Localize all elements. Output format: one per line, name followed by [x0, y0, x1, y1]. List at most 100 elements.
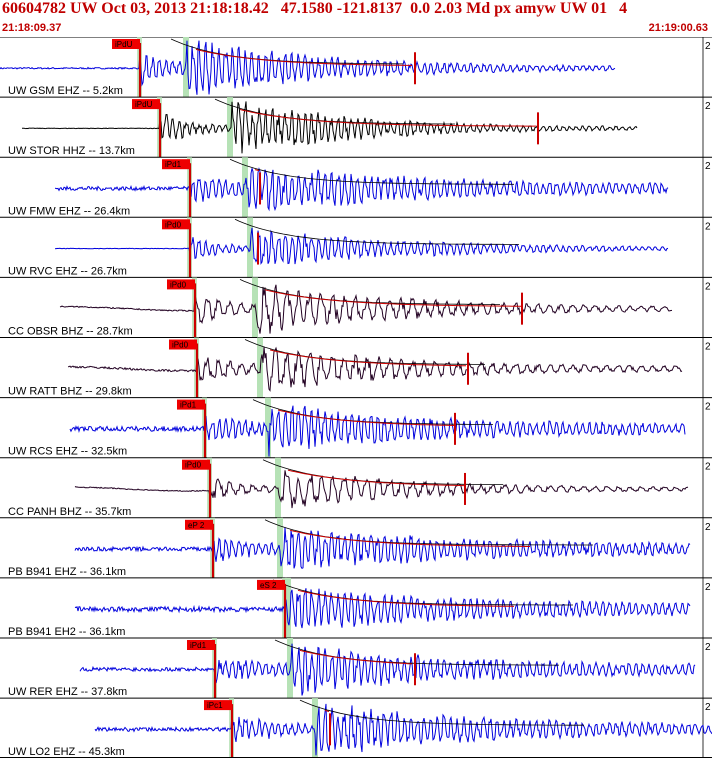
- station-label: CC PANH BHZ -- 35.7km: [8, 506, 131, 518]
- scale-mark: 2: [705, 642, 711, 653]
- station-label: UW GSM EHZ -- 5.2km: [8, 85, 123, 97]
- waveform-trace: [74, 588, 691, 629]
- pick-label: iPdU: [115, 40, 133, 49]
- amplitude-envelope: [262, 459, 503, 485]
- pick-label-box[interactable]: [187, 640, 215, 650]
- pick-label-box[interactable]: [162, 219, 190, 230]
- trace-panel: 2 iPd0 CC OBSR BHZ -- 28.7km: [0, 276, 712, 338]
- scale-mark: 2: [705, 41, 711, 52]
- trace-panel: 2 iPd0 UW RATT BHZ -- 29.8km: [0, 337, 712, 398]
- waveform-trace: [21, 101, 638, 154]
- waveform-trace: [0, 40, 616, 95]
- scale-mark: 2: [705, 702, 711, 713]
- waveform-trace: [54, 227, 669, 265]
- s-wave-band: [242, 157, 248, 218]
- s-wave-band: [312, 698, 318, 758]
- pick-label: eS 2: [260, 581, 277, 590]
- amplitude-envelope: [239, 279, 500, 305]
- coda-fit-curve: [254, 169, 260, 172]
- pick-label: eP 2: [188, 521, 205, 530]
- event-title: 60604782 UW Oct 03, 2013 21:18:18.42 47.…: [2, 0, 628, 17]
- amplitude-envelope: [229, 158, 514, 185]
- station-label: UW RER EHZ -- 37.8km: [8, 686, 127, 698]
- pick-label-box[interactable]: [112, 39, 140, 49]
- trace-panel: 2 iPd0 CC PANH BHZ -- 35.7km: [0, 457, 712, 518]
- station-label: UW RATT BHZ -- 29.8km: [8, 386, 132, 398]
- trace-panel: 2 iPd0 UW RVC EHZ -- 26.7km: [0, 216, 712, 278]
- scale-mark: 2: [705, 582, 711, 593]
- waveform-trace: [74, 470, 689, 509]
- time-end-label: 21:19:00.63: [648, 22, 708, 34]
- pick-label: iPd1: [190, 641, 207, 650]
- station-label: UW RCS EHZ -- 32.5km: [8, 446, 127, 458]
- pick-label-box[interactable]: [185, 519, 213, 530]
- s-wave-band: [285, 577, 291, 638]
- scale-mark: 2: [705, 522, 711, 533]
- pick-label: iPd0: [185, 461, 202, 470]
- seismogram-panels: 2 iPdU UW GSM EHZ -- 5.2km 2 iPdU UW STOR HHZ…: [0, 37, 712, 758]
- amplitude-envelope: [299, 699, 584, 726]
- pick-label-box[interactable]: [182, 459, 210, 470]
- station-label: UW FMW EHZ -- 26.4km: [8, 205, 130, 217]
- coda-fit-curve: [195, 48, 413, 66]
- coda-fit-curve: [239, 109, 536, 127]
- coda-fit-curve: [277, 409, 455, 426]
- amplitude-envelope: [234, 218, 519, 245]
- s-wave-band: [183, 37, 189, 98]
- pick-label: iPd0: [172, 341, 189, 350]
- trace-panel: 2 iPc1 UW LO2 EHZ -- 45.3km: [0, 697, 712, 758]
- pick-label: iPdU: [135, 100, 153, 109]
- coda-fit-curve: [297, 589, 515, 607]
- station-label: UW RVC EHZ -- 26.7km: [8, 265, 127, 277]
- station-label: CC OBSR BHZ -- 28.7km: [8, 326, 133, 338]
- coda-fit-curve: [299, 649, 413, 665]
- pick-label: iPd1: [180, 401, 197, 410]
- waveform-trace: [67, 346, 683, 392]
- amplitude-envelope: [244, 339, 485, 365]
- waveform-trace: [74, 527, 691, 569]
- pick-label: iPc1: [207, 701, 223, 710]
- pick-label-box[interactable]: [169, 339, 197, 350]
- s-wave-band: [277, 517, 283, 578]
- waveform-trace: [94, 703, 712, 756]
- trace-panel: 2 eS 2 PB B941 EH2 -- 36.1km: [0, 577, 712, 638]
- trace-panel: 2 iPd1 UW RCS EHZ -- 32.5km: [0, 397, 712, 458]
- station-label: PB B941 EHZ -- 36.1km: [8, 566, 126, 578]
- coda-fit-curve: [264, 289, 521, 307]
- pick-label: iPd1: [165, 160, 182, 169]
- coda-fit-curve: [289, 529, 530, 547]
- station-label: PB B941 EH2 -- 36.1km: [8, 626, 125, 638]
- pick-label: iPd0: [170, 280, 187, 289]
- time-start-label: 21:18:09.37: [2, 22, 62, 34]
- scale-mark: 2: [705, 281, 711, 292]
- station-label: UW STOR HHZ -- 13.7km: [8, 145, 135, 157]
- pick-label-box[interactable]: [162, 159, 190, 170]
- amplitude-envelope: [214, 98, 455, 125]
- pick-label-box[interactable]: [177, 399, 205, 410]
- coda-fit-curve: [269, 349, 466, 367]
- coda-fit-curve: [287, 469, 465, 487]
- waveform-trace: [79, 643, 696, 696]
- trace-panel: 2 iPd1 UW RER EHZ -- 37.8km: [0, 637, 712, 699]
- station-label: UW LO2 EHZ -- 45.3km: [8, 746, 125, 758]
- scale-mark: 2: [705, 462, 711, 473]
- plot-header: 60604782 UW Oct 03, 2013 21:18:18.42 47.…: [0, 0, 712, 37]
- coda-fit-curve: [324, 710, 330, 712]
- scale-mark: 2: [705, 402, 711, 413]
- waveform-trace: [54, 167, 669, 212]
- pick-label: iPd0: [165, 220, 182, 229]
- trace-panel: 2 iPdU UW GSM EHZ -- 5.2km: [0, 37, 712, 98]
- pick-label-box[interactable]: [132, 99, 160, 110]
- waveform-trace: [69, 405, 686, 457]
- waveform-trace: [59, 284, 673, 334]
- trace-panel: 2 iPdU UW STOR HHZ -- 13.7km: [0, 96, 712, 158]
- pick-label-box[interactable]: [257, 579, 285, 590]
- trace-panel: 2 eP 2 PB B941 EHZ -- 36.1km: [0, 517, 712, 578]
- s-wave-band: [265, 397, 271, 458]
- scale-mark: 2: [705, 161, 711, 172]
- s-wave-band: [227, 97, 233, 158]
- pick-label-box[interactable]: [204, 700, 232, 711]
- pick-label-box[interactable]: [167, 279, 195, 290]
- amplitude-envelope: [252, 399, 493, 425]
- scale-mark: 2: [705, 101, 711, 112]
